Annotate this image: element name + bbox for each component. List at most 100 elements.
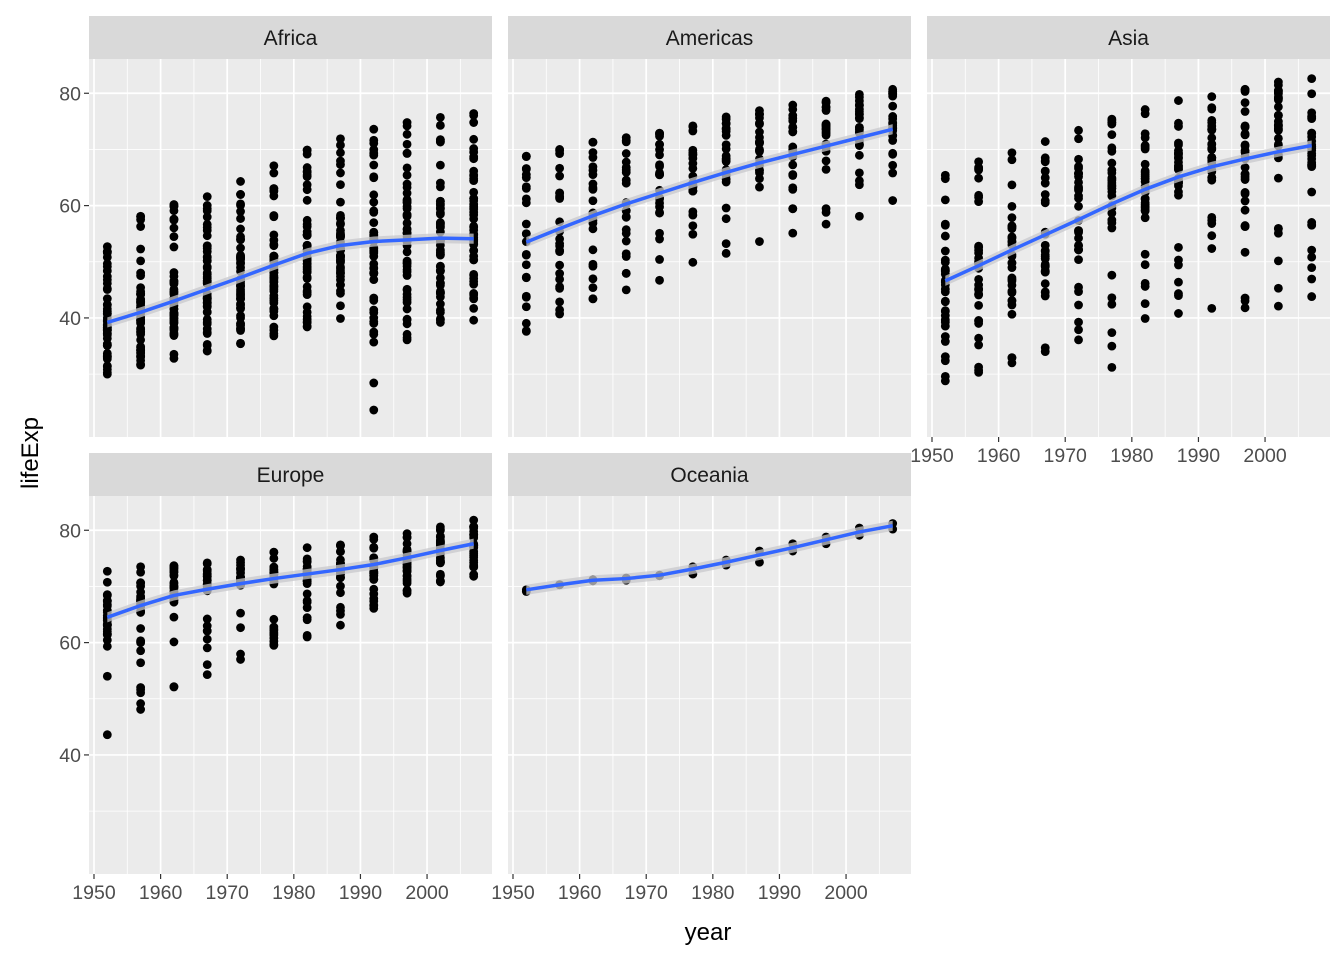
data-point	[1040, 178, 1050, 188]
data-point	[940, 337, 950, 346]
data-point	[102, 671, 112, 681]
data-point	[688, 257, 698, 267]
data-point	[435, 221, 445, 231]
data-point	[336, 266, 345, 276]
data-point	[940, 255, 950, 265]
data-point	[136, 345, 146, 355]
data-point	[402, 204, 412, 214]
data-point	[336, 256, 345, 266]
data-point	[1074, 282, 1083, 292]
data-point	[1040, 254, 1050, 264]
data-point	[435, 569, 445, 579]
data-point	[721, 177, 731, 187]
data-point	[1273, 121, 1283, 131]
data-point	[1040, 156, 1050, 166]
data-point	[1307, 245, 1317, 255]
data-point	[202, 621, 212, 631]
x-tick-label: 1960	[558, 882, 602, 904]
data-point	[469, 531, 479, 541]
data-point	[336, 602, 345, 612]
data-point	[854, 168, 864, 178]
data-point	[202, 256, 212, 266]
data-point	[940, 306, 950, 316]
data-point	[469, 561, 479, 570]
data-point	[1207, 115, 1217, 125]
data-point	[169, 214, 179, 224]
data-point	[521, 194, 531, 204]
data-point	[621, 136, 631, 146]
data-point	[369, 378, 379, 388]
data-point	[1074, 125, 1083, 135]
panel-background-asia	[927, 59, 1330, 437]
data-point	[854, 150, 864, 160]
data-point	[1240, 163, 1250, 172]
data-point	[1240, 221, 1250, 231]
data-point	[402, 304, 412, 314]
data-point	[1140, 260, 1150, 270]
data-point	[588, 162, 598, 172]
data-point	[655, 234, 664, 244]
x-tick-label: 1970	[625, 882, 669, 904]
facet-strip-europe	[89, 453, 492, 496]
data-point	[302, 267, 312, 277]
data-point	[402, 585, 412, 595]
data-point	[854, 109, 864, 119]
data-point	[1273, 102, 1283, 112]
facet-strip-asia	[927, 16, 1330, 59]
data-point	[655, 129, 664, 138]
data-point	[621, 175, 631, 185]
data-point	[435, 299, 445, 309]
data-point	[1307, 218, 1317, 227]
data-point	[1140, 278, 1150, 288]
data-point	[369, 160, 379, 170]
data-point	[102, 629, 112, 639]
data-point	[621, 165, 631, 175]
data-point	[588, 196, 598, 206]
data-point	[469, 187, 479, 197]
data-point	[435, 204, 445, 214]
x-tick-label: 1950	[491, 882, 535, 904]
data-point	[402, 578, 412, 588]
data-point	[688, 221, 698, 231]
data-point	[202, 262, 212, 272]
data-point	[655, 162, 664, 171]
data-point	[974, 285, 984, 295]
data-point	[555, 297, 565, 307]
data-point	[136, 683, 146, 692]
data-point	[1240, 303, 1250, 313]
data-point	[1107, 215, 1117, 225]
data-point	[236, 608, 245, 618]
data-point	[1007, 275, 1017, 284]
data-point	[555, 282, 565, 292]
data-point	[1307, 128, 1317, 138]
data-point	[269, 304, 279, 314]
data-point	[1074, 335, 1083, 345]
data-point	[435, 160, 445, 170]
data-point	[302, 557, 312, 567]
data-point	[469, 522, 479, 531]
data-point	[336, 301, 345, 311]
data-point	[435, 120, 445, 130]
data-point	[1174, 163, 1183, 173]
data-point	[369, 275, 379, 284]
data-point	[721, 144, 731, 154]
data-point	[402, 333, 412, 343]
data-point	[621, 225, 631, 235]
data-point	[236, 313, 245, 323]
data-point	[788, 170, 798, 179]
data-point	[755, 182, 764, 192]
data-point	[102, 262, 112, 272]
data-point	[1140, 159, 1150, 169]
data-point	[655, 139, 664, 149]
data-point	[555, 234, 565, 244]
x-tick-label: 1990	[758, 882, 802, 904]
data-point	[169, 349, 179, 359]
data-point	[1273, 94, 1283, 103]
facet-label-americas: Americas	[666, 27, 754, 50]
data-point	[755, 146, 764, 155]
data-point	[1107, 158, 1117, 168]
data-point	[369, 337, 379, 347]
data-point	[269, 624, 279, 634]
data-point	[369, 190, 379, 200]
data-point	[1307, 162, 1317, 172]
